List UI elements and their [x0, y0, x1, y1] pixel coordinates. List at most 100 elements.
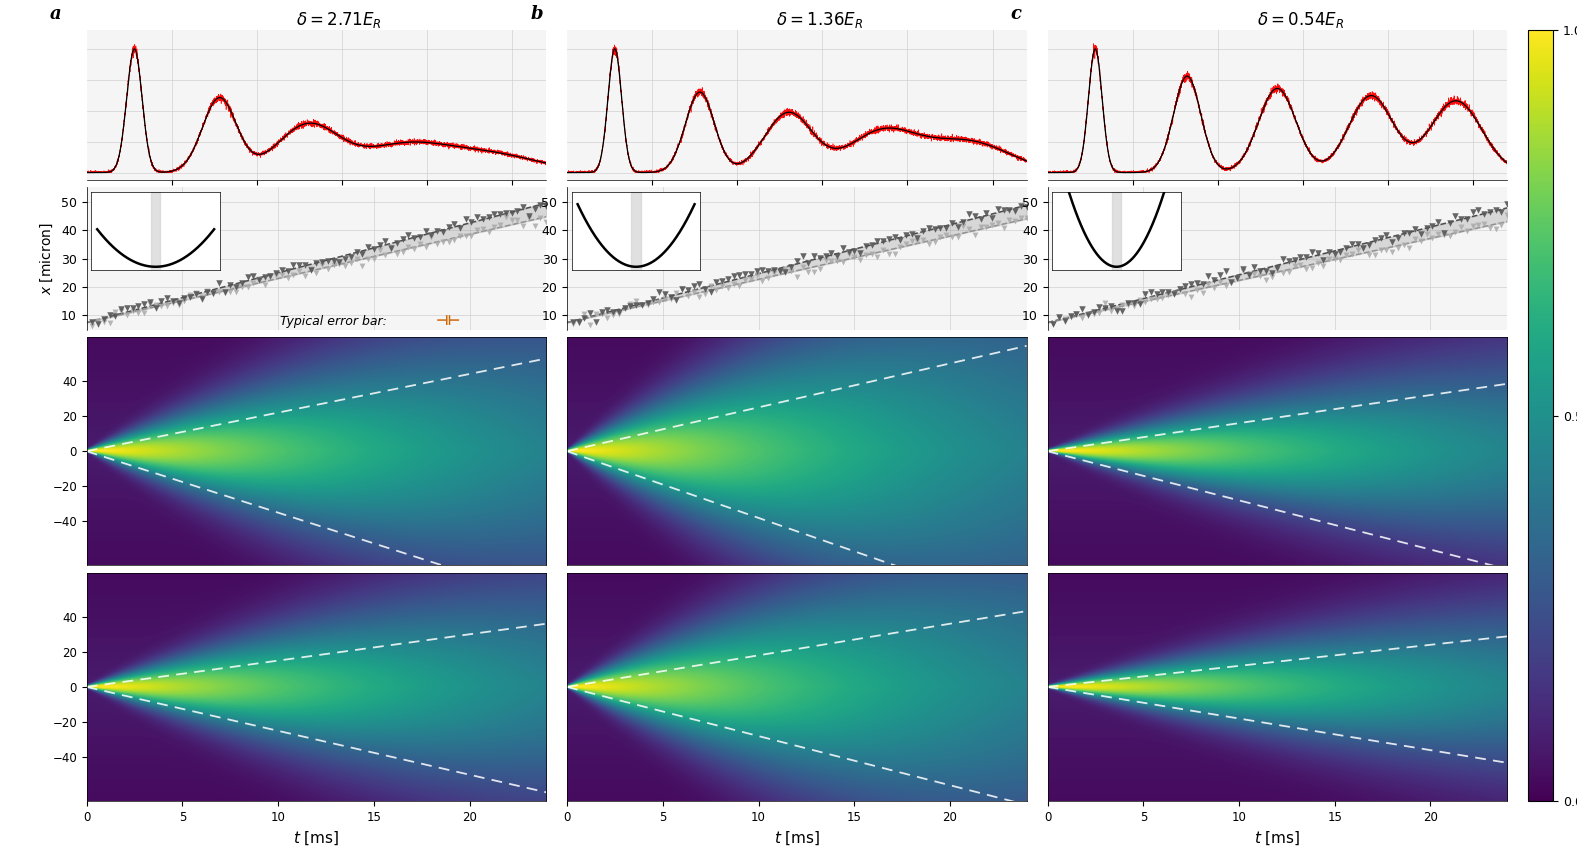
- Point: [344, 252, 369, 266]
- Point: [905, 231, 930, 245]
- Point: [287, 258, 312, 272]
- Point: [1397, 227, 1422, 241]
- Point: [790, 249, 815, 262]
- Point: [487, 207, 513, 221]
- Point: [807, 251, 833, 265]
- Point: [836, 245, 861, 259]
- Point: [1374, 228, 1399, 242]
- X-axis label: $t$ [ms]: $t$ [ms]: [774, 830, 820, 847]
- Point: [166, 298, 191, 312]
- Point: [1104, 304, 1129, 318]
- Point: [1191, 277, 1216, 291]
- Point: [309, 258, 334, 272]
- Point: [1014, 201, 1039, 215]
- Point: [431, 225, 456, 239]
- Point: [814, 253, 839, 267]
- Point: [1369, 243, 1394, 257]
- Point: [675, 282, 700, 296]
- Point: [1351, 242, 1377, 255]
- Point: [640, 293, 665, 307]
- Point: [224, 280, 249, 294]
- Point: [1213, 279, 1238, 293]
- Point: [864, 234, 889, 248]
- Point: [1041, 317, 1066, 331]
- Point: [259, 268, 284, 282]
- Point: [483, 220, 508, 234]
- Point: [378, 241, 404, 255]
- Point: [1195, 277, 1221, 291]
- Point: [516, 210, 541, 223]
- Point: [418, 229, 443, 243]
- Point: [304, 256, 330, 270]
- Point: [292, 269, 317, 283]
- Point: [315, 254, 341, 268]
- Point: [962, 228, 987, 242]
- Point: [905, 234, 930, 248]
- Point: [923, 236, 948, 249]
- Point: [367, 242, 393, 256]
- Point: [413, 224, 438, 238]
- Point: [847, 246, 872, 260]
- Point: [402, 242, 427, 256]
- Point: [1098, 304, 1123, 318]
- Point: [755, 264, 781, 278]
- Point: [1415, 227, 1440, 241]
- Point: [818, 246, 844, 260]
- Point: [968, 220, 994, 234]
- Point: [355, 252, 380, 266]
- Point: [80, 319, 106, 333]
- Point: [566, 316, 591, 330]
- Point: [1087, 301, 1112, 314]
- Point: [1076, 308, 1101, 322]
- Point: [442, 233, 467, 247]
- Point: [1178, 277, 1203, 291]
- Point: [528, 197, 554, 211]
- Point: [1374, 243, 1399, 257]
- Point: [716, 281, 741, 295]
- Text: ⊣⊢: ⊣⊢: [435, 314, 460, 328]
- Point: [1241, 268, 1266, 281]
- Point: [1293, 262, 1318, 275]
- Point: [1460, 205, 1486, 219]
- Text: Typical error bar:: Typical error bar:: [279, 314, 391, 327]
- Point: [1397, 242, 1422, 255]
- Point: [945, 220, 970, 234]
- Point: [137, 297, 162, 311]
- Point: [1191, 286, 1216, 300]
- Point: [669, 282, 694, 296]
- Point: [636, 295, 661, 309]
- Point: [413, 240, 438, 254]
- Point: [853, 239, 878, 253]
- Point: [372, 235, 397, 249]
- Point: [681, 285, 706, 299]
- Point: [424, 224, 449, 238]
- Point: [1161, 286, 1186, 300]
- Point: [246, 272, 271, 286]
- Point: [968, 212, 994, 226]
- Point: [1482, 204, 1508, 217]
- Point: [1110, 298, 1135, 312]
- Point: [986, 202, 1011, 216]
- Point: [1408, 227, 1433, 241]
- Point: [533, 198, 558, 212]
- Point: [1299, 262, 1325, 275]
- Point: [744, 268, 770, 282]
- Point: [1167, 282, 1192, 296]
- Title: $\delta = 2.71E_R$: $\delta = 2.71E_R$: [296, 10, 382, 30]
- Point: [1276, 255, 1301, 268]
- Point: [1471, 216, 1497, 230]
- Point: [200, 286, 226, 300]
- Point: [818, 254, 844, 268]
- Point: [396, 228, 421, 242]
- Point: [390, 232, 415, 246]
- Point: [390, 245, 415, 259]
- Point: [640, 295, 665, 309]
- Point: [606, 305, 631, 319]
- Point: [292, 259, 317, 273]
- Point: [476, 225, 501, 239]
- Point: [842, 250, 867, 264]
- Point: [1202, 281, 1227, 295]
- Point: [653, 288, 678, 301]
- Point: [1150, 285, 1175, 299]
- Point: [1003, 215, 1028, 229]
